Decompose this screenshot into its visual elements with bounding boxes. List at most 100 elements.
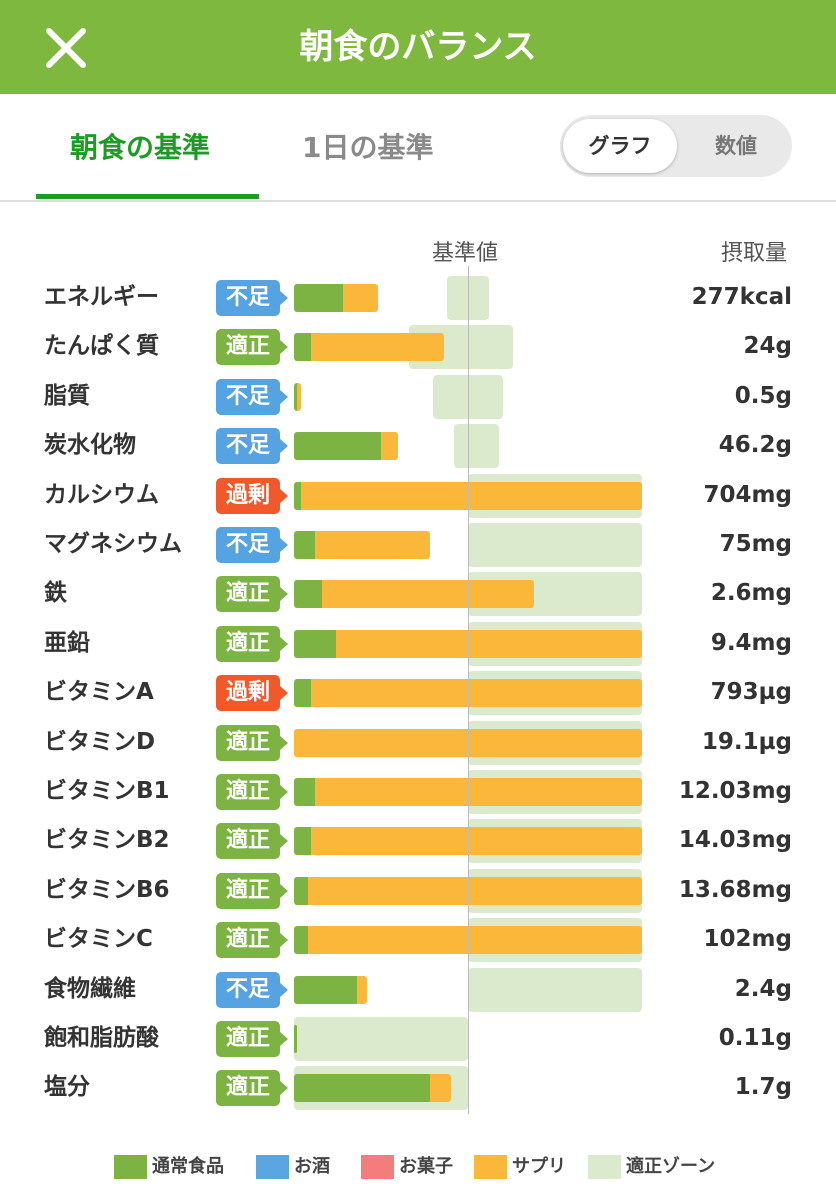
regular-food-bar bbox=[294, 679, 312, 707]
proper-zone bbox=[468, 523, 642, 567]
status-badge: 適正 bbox=[216, 823, 288, 859]
regular-food-bar bbox=[294, 1074, 430, 1102]
intake-value: 0.5g bbox=[734, 383, 792, 409]
proper-zone bbox=[468, 968, 642, 1012]
nutrient-name: たんぱく質 bbox=[44, 333, 159, 359]
nutrient-row[interactable]: ビタミンB6 適正 13.68mg bbox=[0, 869, 836, 913]
regular-food-bar bbox=[294, 482, 301, 510]
intake-value: 102mg bbox=[703, 926, 792, 952]
nutrient-row[interactable]: ビタミンB1 適正 12.03mg bbox=[0, 770, 836, 814]
regular-food-bar bbox=[294, 877, 308, 905]
nutrient-row[interactable]: 脂質 不足 0.5g bbox=[0, 375, 836, 419]
close-icon bbox=[46, 28, 86, 68]
supplement-bar bbox=[381, 432, 399, 460]
regular-food-bar bbox=[294, 778, 315, 806]
nutrient-name: 炭水化物 bbox=[44, 432, 136, 458]
nutrient-name: ビタミンB6 bbox=[44, 877, 170, 903]
supplement-bar bbox=[311, 333, 444, 361]
status-badge: 適正 bbox=[216, 1021, 288, 1057]
legend-label: お菓子 bbox=[399, 1156, 453, 1177]
supplement-bar bbox=[321, 580, 535, 608]
status-badge: 適正 bbox=[216, 329, 288, 365]
supplement-bar bbox=[297, 383, 301, 411]
proper-zone bbox=[433, 375, 503, 419]
status-badge: 適正 bbox=[216, 576, 288, 612]
nutrient-row[interactable]: 亜鉛 適正 9.4mg bbox=[0, 622, 836, 666]
regular-food-bar bbox=[294, 580, 322, 608]
regular-food-bar bbox=[294, 630, 336, 658]
tab-daily-standard[interactable]: 1日の基準 bbox=[302, 131, 434, 164]
status-badge: 不足 bbox=[216, 527, 288, 563]
legend-swatch bbox=[361, 1155, 394, 1179]
intake-value: 9.4mg bbox=[710, 630, 792, 656]
nutrient-row[interactable]: ビタミンD 適正 19.1µg bbox=[0, 721, 836, 765]
nutrient-row[interactable]: 飽和脂肪酸 適正 0.11g bbox=[0, 1017, 836, 1061]
nutrient-row[interactable]: カルシウム 過剰 704mg bbox=[0, 474, 836, 518]
nutrient-name: 亜鉛 bbox=[44, 630, 90, 656]
status-badge: 適正 bbox=[216, 922, 288, 958]
status-badge: 適正 bbox=[216, 1070, 288, 1106]
regular-food-bar bbox=[294, 383, 298, 411]
nutrient-row[interactable]: ビタミンC 適正 102mg bbox=[0, 918, 836, 962]
status-badge: 不足 bbox=[216, 972, 288, 1008]
nutrient-name: ビタミンA bbox=[44, 679, 154, 705]
view-toggle: グラフ 数値 bbox=[560, 115, 792, 177]
page-title: 朝食のバランス bbox=[299, 27, 537, 67]
intake-value: 2.6mg bbox=[710, 580, 792, 606]
supplement-bar bbox=[342, 284, 378, 312]
nutrient-row[interactable]: マグネシウム 不足 75mg bbox=[0, 523, 836, 567]
nutrient-row[interactable]: 塩分 適正 1.7g bbox=[0, 1066, 836, 1110]
nutrient-name: ビタミンD bbox=[44, 729, 156, 755]
intake-value: 13.68mg bbox=[678, 877, 792, 903]
nutrient-name: 飽和脂肪酸 bbox=[44, 1025, 159, 1051]
reference-column-header: 基準値 bbox=[432, 241, 499, 266]
nutrient-name: 塩分 bbox=[44, 1074, 90, 1100]
proper-zone bbox=[447, 276, 489, 320]
reference-line bbox=[468, 266, 469, 1114]
intake-value: 793µg bbox=[710, 679, 792, 705]
intake-column-header: 摂取量 bbox=[721, 241, 788, 266]
supplement-bar bbox=[311, 827, 642, 855]
nutrient-row[interactable]: 食物繊維 不足 2.4g bbox=[0, 968, 836, 1012]
tab-breakfast-standard[interactable]: 朝食の基準 bbox=[70, 131, 211, 164]
legend-label: お酒 bbox=[294, 1156, 330, 1177]
legend-swatch bbox=[114, 1155, 147, 1179]
intake-value: 1.7g bbox=[734, 1074, 792, 1100]
nutrient-row[interactable]: たんぱく質 適正 24g bbox=[0, 325, 836, 369]
regular-food-bar bbox=[294, 827, 312, 855]
nutrient-name: ビタミンC bbox=[44, 926, 153, 952]
intake-value: 2.4g bbox=[734, 976, 792, 1002]
regular-food-bar bbox=[294, 432, 381, 460]
nutrient-name: ビタミンB1 bbox=[44, 778, 170, 804]
nutrient-name: カルシウム bbox=[44, 482, 159, 508]
regular-food-bar bbox=[294, 284, 343, 312]
supplement-bar bbox=[314, 778, 642, 806]
status-badge: 不足 bbox=[216, 280, 288, 316]
regular-food-bar bbox=[294, 333, 312, 361]
nutrient-row[interactable]: 鉄 適正 2.6mg bbox=[0, 572, 836, 616]
intake-value: 75mg bbox=[719, 531, 792, 557]
status-badge: 適正 bbox=[216, 626, 288, 662]
nutrient-row[interactable]: 炭水化物 不足 46.2g bbox=[0, 424, 836, 468]
supplement-bar bbox=[307, 926, 642, 954]
nutrient-row[interactable]: エネルギー 不足 277kcal bbox=[0, 276, 836, 320]
status-badge: 不足 bbox=[216, 379, 288, 415]
regular-food-bar bbox=[294, 1025, 298, 1053]
supplement-bar bbox=[300, 482, 642, 510]
regular-food-bar bbox=[294, 976, 357, 1004]
nutrient-name: エネルギー bbox=[44, 284, 159, 310]
close-button[interactable] bbox=[40, 22, 92, 74]
nutrient-row[interactable]: ビタミンB2 適正 14.03mg bbox=[0, 819, 836, 863]
nutrient-name: 鉄 bbox=[44, 580, 67, 606]
nutrient-name: 脂質 bbox=[44, 383, 90, 409]
nutrient-row[interactable]: ビタミンA 過剰 793µg bbox=[0, 671, 836, 715]
intake-value: 46.2g bbox=[718, 432, 792, 458]
graph-view-button[interactable]: グラフ bbox=[563, 119, 677, 173]
status-badge: 適正 bbox=[216, 774, 288, 810]
status-badge: 過剰 bbox=[216, 675, 288, 711]
numeric-view-button[interactable]: 数値 bbox=[715, 134, 757, 158]
legend-label: 通常食品 bbox=[152, 1156, 224, 1177]
supplement-bar bbox=[429, 1074, 451, 1102]
supplement-bar bbox=[335, 630, 642, 658]
nutrient-name: ビタミンB2 bbox=[44, 827, 170, 853]
